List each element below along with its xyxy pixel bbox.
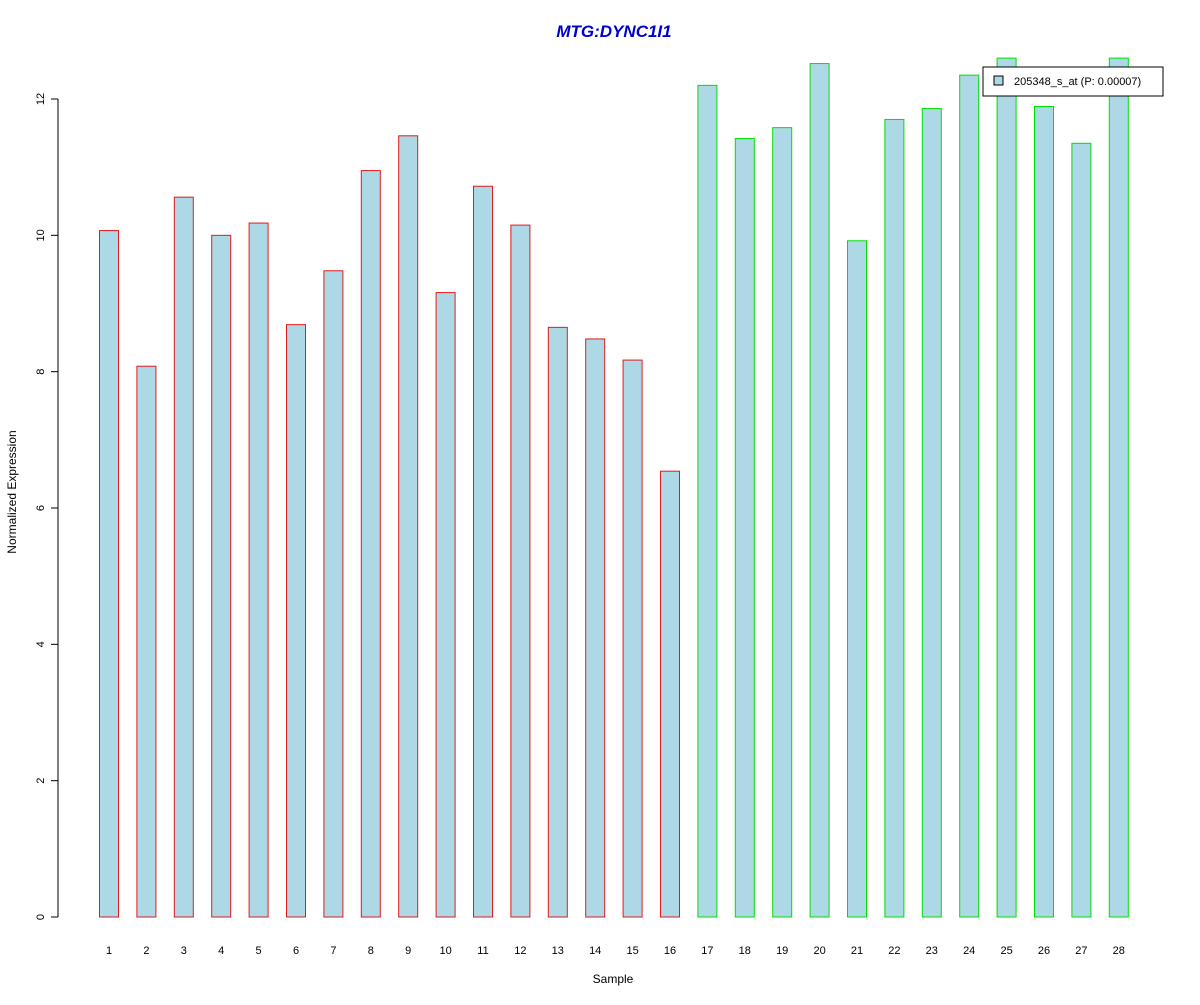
bar-series bbox=[99, 57, 1129, 918]
bar-sample-20 bbox=[809, 63, 830, 918]
bar-sample-16 bbox=[660, 470, 680, 918]
x-tick-label: 7 bbox=[330, 945, 336, 957]
bar-sample-26 bbox=[1034, 105, 1054, 918]
x-tick-label: 9 bbox=[405, 945, 411, 957]
x-tick-label: 27 bbox=[1075, 945, 1087, 957]
legend-label: 205348_s_at (P: 0.00007) bbox=[1014, 76, 1141, 88]
x-axis-label: Sample bbox=[593, 972, 634, 986]
bar-sample-24 bbox=[959, 74, 980, 918]
bar-sample-22 bbox=[884, 118, 905, 918]
bar-sample-3 bbox=[173, 196, 194, 918]
bar-sample-28 bbox=[1108, 57, 1129, 918]
x-tick-label: 20 bbox=[813, 945, 825, 957]
legend-box bbox=[982, 66, 1164, 97]
bar-sample-19 bbox=[772, 127, 793, 918]
chart-title: MTG:DYNC1I1 bbox=[556, 22, 671, 41]
x-tick-label: 16 bbox=[664, 945, 676, 957]
y-tick-label: 8 bbox=[35, 369, 47, 375]
x-tick-labels: 1 2 3 4 5 6 7 8 9 10 11 12 13 14 15 16 17 18 19 20 21 22 23 24 2… bbox=[106, 945, 1125, 957]
x-tick-label: 2 bbox=[143, 945, 149, 957]
x-tick-label: 28 bbox=[1113, 945, 1125, 957]
bar-sample-15 bbox=[622, 359, 643, 918]
bar-sample-14 bbox=[585, 338, 606, 918]
x-tick-label: 26 bbox=[1038, 945, 1050, 957]
x-tick-label: 15 bbox=[626, 945, 638, 957]
x-tick-label: 12 bbox=[514, 945, 526, 957]
x-tick-label: 18 bbox=[739, 945, 751, 957]
y-tick-label: 4 bbox=[35, 641, 47, 647]
x-tick-label: 23 bbox=[926, 945, 938, 957]
x-tick-label: 25 bbox=[1000, 945, 1012, 957]
bar-sample-25 bbox=[996, 57, 1017, 918]
bar-sample-4 bbox=[211, 234, 232, 918]
legend: 205348_s_at (P: 0.00007) bbox=[982, 66, 1164, 97]
y-tick-label: 10 bbox=[35, 229, 47, 241]
y-tick-label: 6 bbox=[35, 505, 47, 511]
bar-sample-17 bbox=[697, 84, 718, 918]
bar-sample-27 bbox=[1071, 142, 1092, 918]
x-tick-label: 8 bbox=[368, 945, 374, 957]
x-tick-label: 1 bbox=[106, 945, 112, 957]
bar-sample-2 bbox=[136, 365, 157, 918]
bar-sample-23 bbox=[921, 108, 942, 918]
legend-swatch bbox=[993, 75, 1004, 86]
x-tick-label: 11 bbox=[477, 945, 488, 957]
x-tick-label: 22 bbox=[888, 945, 900, 957]
x-tick-label: 13 bbox=[552, 945, 564, 957]
x-tick-label: 24 bbox=[963, 945, 975, 957]
x-tick-label: 21 bbox=[851, 945, 863, 957]
x-tick-label: 4 bbox=[218, 945, 224, 957]
bar-sample-12 bbox=[510, 224, 531, 918]
bar-sample-1 bbox=[99, 230, 119, 918]
y-tick-label: 12 bbox=[35, 93, 47, 105]
bar-sample-8 bbox=[360, 170, 381, 918]
y-tick-label: 2 bbox=[35, 778, 47, 784]
x-tick-label: 17 bbox=[701, 945, 713, 957]
bar-sample-11 bbox=[473, 185, 493, 918]
bar-sample-21 bbox=[847, 240, 867, 918]
x-tick-label: 5 bbox=[256, 945, 262, 957]
x-tick-label: 14 bbox=[589, 945, 601, 957]
bar-sample-7 bbox=[323, 270, 344, 918]
bar-sample-10 bbox=[435, 292, 456, 918]
x-tick-label: 19 bbox=[776, 945, 788, 957]
x-tick-label: 10 bbox=[439, 945, 451, 957]
x-tick-label: 6 bbox=[293, 945, 299, 957]
y-axis-label: Normalized Expression bbox=[5, 430, 19, 553]
y-axis: 0 2 4 6 8 10 12 bbox=[35, 93, 59, 920]
bar-sample-9 bbox=[398, 135, 419, 918]
bar-sample-5 bbox=[248, 222, 269, 918]
y-tick-label: 0 bbox=[35, 914, 47, 920]
x-tick-label: 3 bbox=[181, 945, 187, 957]
bar-sample-18 bbox=[734, 138, 755, 918]
bar-sample-13 bbox=[547, 326, 568, 918]
bar-sample-6 bbox=[286, 324, 306, 918]
